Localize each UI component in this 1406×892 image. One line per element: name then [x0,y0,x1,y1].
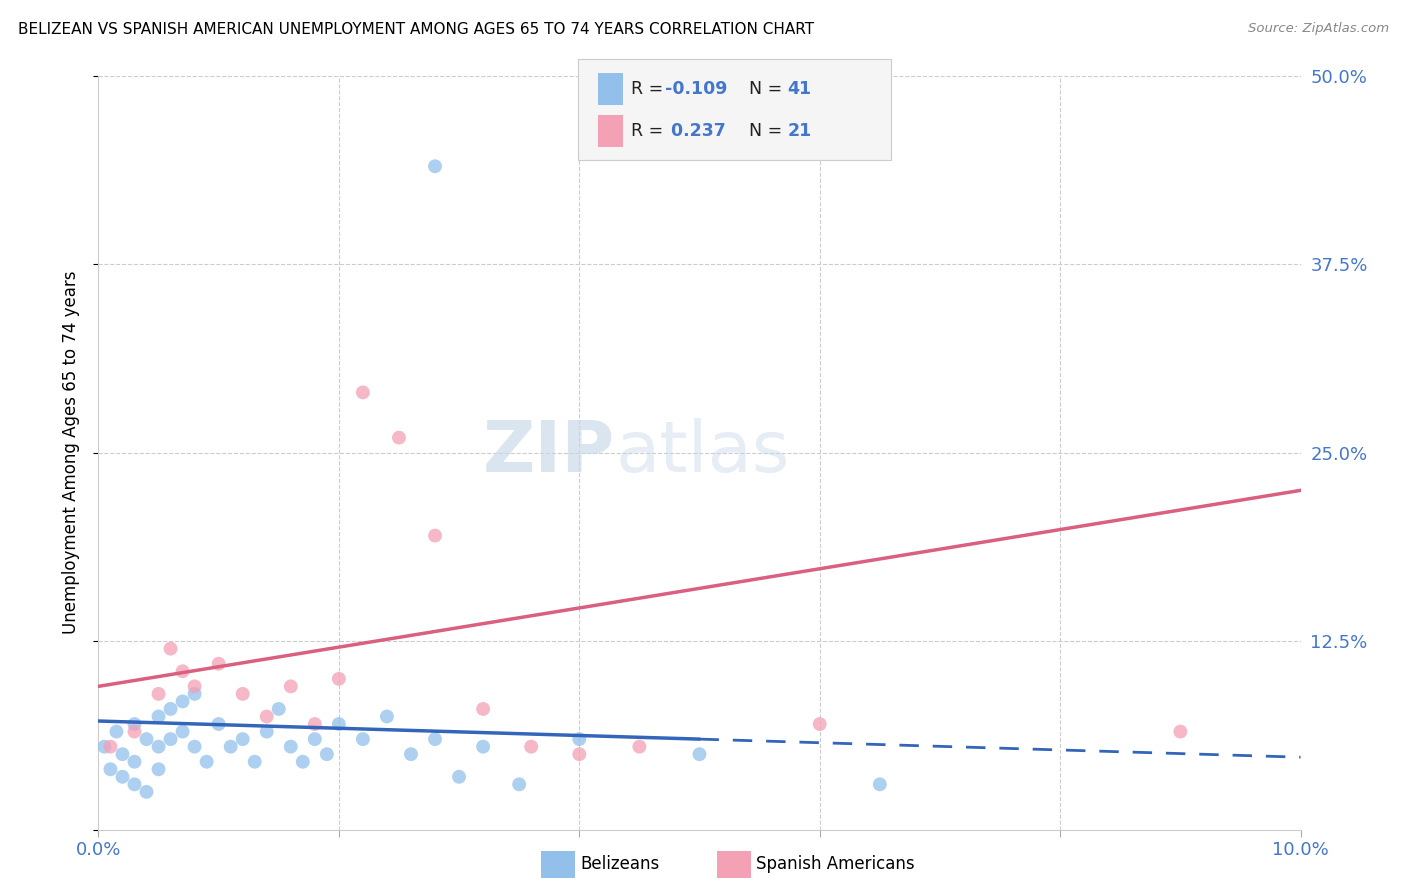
Point [100,739,122,754]
Point [423,732,446,747]
Point [172,724,194,739]
Point [135,785,157,799]
Text: R =: R = [631,122,669,140]
Point [291,755,314,769]
Point [124,717,146,731]
Point [159,702,181,716]
Point [124,724,146,739]
Point [208,657,231,671]
Point [472,702,495,716]
Point [148,739,170,754]
Point [172,665,194,679]
Point [423,528,446,542]
Point [508,777,530,791]
Text: Source: ZipAtlas.com: Source: ZipAtlas.com [1249,22,1389,36]
Point [328,717,350,731]
Text: BELIZEAN VS SPANISH AMERICAN UNEMPLOYMENT AMONG AGES 65 TO 74 YEARS CORRELATION : BELIZEAN VS SPANISH AMERICAN UNEMPLOYMEN… [18,22,814,37]
Point [472,739,495,754]
Point [423,159,446,173]
Point [100,762,122,776]
Point [159,732,181,747]
Point [388,431,411,445]
Text: 41: 41 [787,79,811,98]
Point [808,717,831,731]
Point [105,724,128,739]
Point [304,732,326,747]
Point [183,739,205,754]
Point [124,755,146,769]
Point [183,679,205,693]
Text: N =: N = [738,79,787,98]
Text: 21: 21 [787,122,811,140]
Point [869,777,891,791]
Point [124,777,146,791]
Point [256,724,278,739]
Point [399,747,422,761]
Point [447,770,470,784]
Point [148,687,170,701]
Point [208,717,231,731]
Point [1170,724,1192,739]
Point [315,747,337,761]
Point [135,732,157,747]
Point [328,672,350,686]
Point [688,747,710,761]
Point [256,709,278,723]
Point [93,739,115,754]
Point [628,739,651,754]
Point [352,732,374,747]
Point [232,687,254,701]
Point [267,702,290,716]
Text: R =: R = [631,79,669,98]
Point [280,679,302,693]
Text: Belizeans: Belizeans [581,855,659,873]
Point [375,709,398,723]
Point [183,687,205,701]
Point [172,694,194,708]
Point [304,717,326,731]
Text: -0.109: -0.109 [665,79,727,98]
Text: Spanish Americans: Spanish Americans [756,855,915,873]
Point [568,747,591,761]
Point [352,385,374,400]
Y-axis label: Unemployment Among Ages 65 to 74 years: Unemployment Among Ages 65 to 74 years [62,271,80,634]
Point [243,755,266,769]
Point [148,762,170,776]
Point [232,732,254,747]
Text: atlas: atlas [616,418,790,487]
Point [148,709,170,723]
Point [520,739,543,754]
Point [219,739,242,754]
Point [159,641,181,656]
Text: N =: N = [738,122,787,140]
Point [568,732,591,747]
Point [111,747,134,761]
Point [195,755,218,769]
Point [280,739,302,754]
Text: 0.237: 0.237 [665,122,725,140]
Text: ZIP: ZIP [484,418,616,487]
Point [111,770,134,784]
